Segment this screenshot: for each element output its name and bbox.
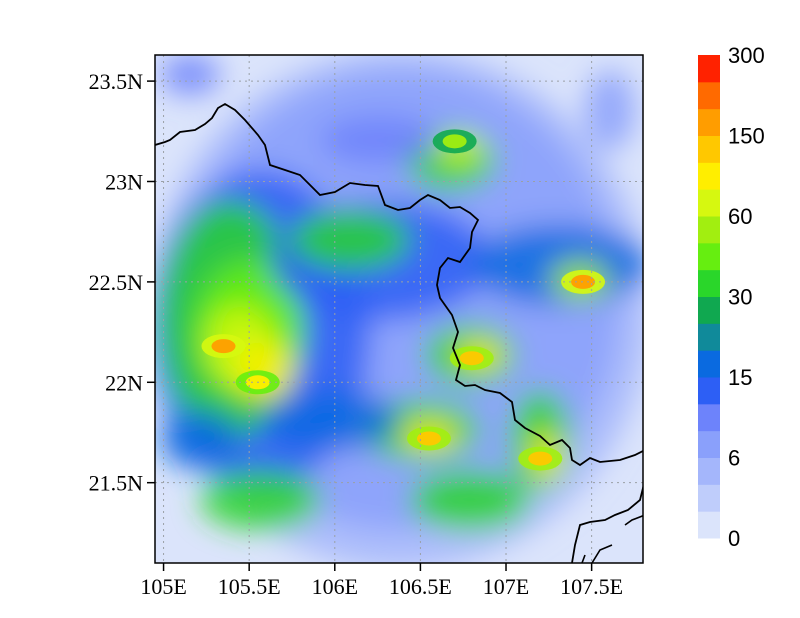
colorbar-swatch bbox=[698, 216, 720, 244]
precip-region bbox=[585, 70, 635, 150]
y-tick-label: 21.5N bbox=[89, 471, 144, 496]
precip-region bbox=[410, 470, 530, 530]
x-tick-label: 107.5E bbox=[560, 574, 623, 599]
x-tick-label: 106E bbox=[312, 574, 358, 599]
border-line-china-vietnam bbox=[155, 102, 643, 467]
colorbar-swatch bbox=[698, 296, 720, 324]
colorbar-label: 15 bbox=[728, 365, 752, 390]
colorbar-swatch bbox=[698, 108, 720, 136]
colorbar-swatch bbox=[698, 377, 720, 405]
precip-region bbox=[320, 115, 440, 165]
colorbar-swatch bbox=[698, 403, 720, 432]
precip-region bbox=[160, 410, 240, 470]
coastline-island-line bbox=[581, 514, 643, 563]
colorbar-swatch bbox=[698, 269, 720, 297]
x-tick-label: 105E bbox=[140, 574, 186, 599]
precip-region bbox=[260, 390, 400, 450]
hotspot-core bbox=[528, 451, 553, 466]
colorbar-swatch bbox=[698, 457, 720, 485]
colorbar-swatch bbox=[698, 242, 720, 271]
hotspot-core bbox=[211, 339, 236, 354]
colorbar-swatch bbox=[698, 81, 720, 110]
colorbar-swatch bbox=[698, 430, 720, 458]
colorbar-label: 0 bbox=[728, 526, 740, 551]
colorbar-label: 300 bbox=[728, 43, 765, 68]
colorbar-swatch bbox=[698, 55, 720, 83]
precip-field bbox=[155, 55, 643, 563]
x-axis: 105E 105.5E 106E 106.5E 107E 107.5E bbox=[140, 563, 623, 599]
colorbar-swatch bbox=[698, 189, 720, 217]
y-tick-label: 22.5N bbox=[89, 270, 144, 295]
colorbar-label: 150 bbox=[728, 124, 765, 149]
y-tick-label: 23.5N bbox=[89, 69, 144, 94]
x-tick-label: 106.5E bbox=[389, 574, 452, 599]
y-axis: 21.5N 22N 22.5N 23N 23.5N bbox=[89, 69, 155, 496]
hotspot-core bbox=[459, 351, 484, 366]
precip-field-shapes bbox=[155, 55, 643, 563]
map-grid bbox=[155, 55, 643, 563]
x-tick-label: 105.5E bbox=[218, 574, 281, 599]
hotspot-core bbox=[571, 274, 596, 289]
colorbar-swatch bbox=[698, 484, 720, 512]
colorbar-label: 30 bbox=[728, 285, 752, 310]
map-plot-area bbox=[155, 55, 643, 563]
x-tick-label: 107E bbox=[483, 574, 529, 599]
coastline-line bbox=[571, 484, 643, 563]
plot-frame bbox=[154, 54, 644, 564]
colorbar-swatch bbox=[698, 511, 720, 539]
colorbar-swatch bbox=[698, 135, 720, 163]
y-tick-label: 22N bbox=[105, 370, 143, 395]
precip-region bbox=[290, 210, 410, 270]
colorbar-swatch bbox=[698, 323, 720, 351]
y-tick-label: 23N bbox=[105, 169, 143, 194]
colorbar-label: 6 bbox=[728, 446, 740, 471]
hotspot-core bbox=[442, 134, 467, 149]
colorbar-swatch bbox=[698, 162, 720, 190]
colorbar-swatch bbox=[698, 350, 720, 378]
precip-region bbox=[160, 55, 220, 95]
precip-hotspots bbox=[201, 129, 606, 471]
hotspot-core bbox=[416, 431, 441, 446]
precip-region bbox=[200, 470, 320, 530]
colorbar-label: 60 bbox=[728, 204, 752, 229]
colorbar: 0 6 15 30 60 150 300 bbox=[698, 43, 765, 551]
